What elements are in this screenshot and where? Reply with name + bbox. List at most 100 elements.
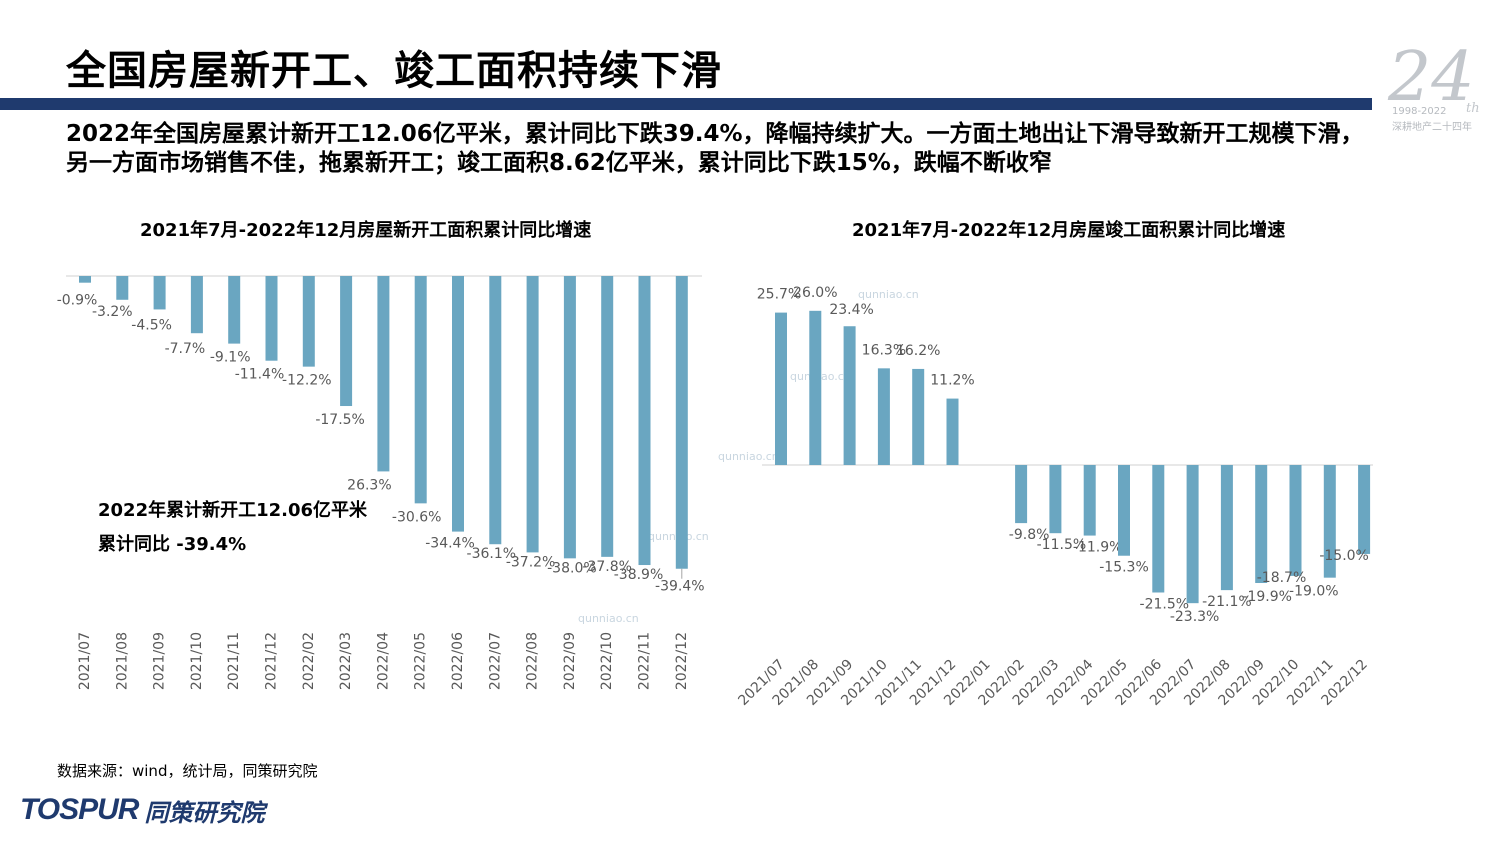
data-label: -12.2% [282,373,332,389]
bar [228,276,241,344]
bar [675,276,688,569]
data-label: -11.5% [1037,537,1087,553]
anniversary-logo: 24 th 1998-2022 深耕地产二十四年 [1384,20,1494,140]
bar [265,276,278,361]
bar [1186,465,1199,604]
data-label: -11.4% [235,367,285,383]
bar [190,276,203,334]
bar [877,368,890,465]
bar [1220,465,1233,591]
x-tick-label: 2022/12 [674,632,690,690]
bar [526,276,539,553]
data-label: -0.9% [57,293,98,309]
bar [79,276,91,283]
data-label: -3.2% [92,304,133,320]
data-label: -11.9% [1073,540,1123,556]
x-tick-label: 2022/02 [301,632,317,690]
bar [1323,465,1336,578]
bar [1083,465,1096,536]
data-label: -34.4% [425,536,475,552]
chart-title-new-starts: 2021年7月-2022年12月房屋新开工面积累计同比增速 [140,220,592,241]
data-label: -36.1% [467,546,517,562]
x-tick-label: 2021/11 [226,632,242,690]
page-title: 全国房屋新开工、竣工面积持续下滑 [66,48,722,94]
watermark: qunniao.cn [858,288,919,301]
bar [1152,465,1165,593]
title-divider [0,98,1372,110]
x-tick-label: 2021/07 [77,632,93,690]
data-label: 25.7% [757,287,801,303]
data-source: 数据来源：wind，统计局，同策研究院 [57,762,318,780]
data-label: -38.0% [547,560,597,576]
bar [377,276,390,472]
bar [1255,465,1268,584]
data-label: -30.6% [392,509,442,525]
bar [302,276,315,367]
data-label: 26.0% [793,285,837,301]
x-tick-label: 2022/04 [375,632,391,690]
svg-text:24: 24 [1387,38,1475,117]
data-label: -4.5% [131,317,172,333]
data-label: -37.2% [506,554,556,570]
x-tick-label: 2022/10 [599,632,615,690]
data-label: -19.0% [1289,584,1339,600]
x-tick-label: 2022/03 [338,632,354,690]
data-label: -21.5% [1140,596,1190,612]
svg-text:th: th [1466,101,1480,116]
bar [116,276,129,300]
bar [414,276,427,504]
data-label: -21.1% [1202,594,1252,610]
bar [809,310,822,465]
chart-title-completions: 2021年7月-2022年12月房屋竣工面积累计同比增速 [852,220,1286,241]
brand-name-cn: 同策研究院 [144,798,265,827]
data-label: -17.5% [315,412,365,428]
data-label: -19.9% [1242,589,1292,605]
x-tick-label: 2022/07 [487,632,503,690]
data-label: -7.7% [165,341,206,357]
bar [912,368,925,465]
brand-logo: TOSPUR 同策研究院 [20,790,264,830]
callout-box: 2022年累计新开工12.06亿平米 累计同比 -39.4% [98,494,367,562]
bar [1049,465,1062,534]
bar [843,326,856,465]
data-label: 26.3% [347,477,391,493]
data-label: -18.7% [1257,570,1307,586]
brand-name-en: TOSPUR [20,793,139,826]
x-tick-label: 2022/06 [450,632,466,690]
x-tick-label: 2022/11 [637,632,653,690]
watermark: qunniao.cn [718,450,779,463]
data-label: -38.9% [614,567,664,583]
bar [946,398,959,465]
bar [1358,465,1371,554]
callout-line-total: 2022年累计新开工12.06亿平米 [98,500,368,521]
data-label: -9.8% [1009,527,1050,543]
bar [1289,465,1302,576]
svg-text:1998-2022: 1998-2022 [1392,106,1447,117]
data-label: 11.2% [930,373,974,389]
x-tick-label: 2021/09 [152,632,168,690]
data-label: 16.3% [862,342,906,358]
bar [601,276,614,557]
x-tick-label: 2021/08 [114,632,130,690]
x-tick-label: 2021/10 [189,632,205,690]
bar [1118,465,1130,556]
bar [563,276,576,559]
data-label: 23.4% [829,302,873,318]
data-label: -15.3% [1099,560,1149,576]
data-label: -37.8% [582,559,632,575]
data-label: 16.2% [896,343,940,359]
bar [489,276,502,545]
callout-line-yoy: 累计同比 -39.4% [98,534,247,555]
bar [153,276,166,310]
svg-text:深耕地产二十四年: 深耕地产二十四年 [1392,120,1472,133]
bar [452,276,464,532]
data-label: -15.0% [1319,548,1369,564]
data-label: -9.1% [210,350,251,366]
bar [340,276,353,407]
data-label: -23.3% [1170,609,1220,625]
bar [1015,465,1028,524]
x-tick-label: 2022/08 [525,632,541,690]
x-tick-label: 2022/05 [413,632,429,690]
